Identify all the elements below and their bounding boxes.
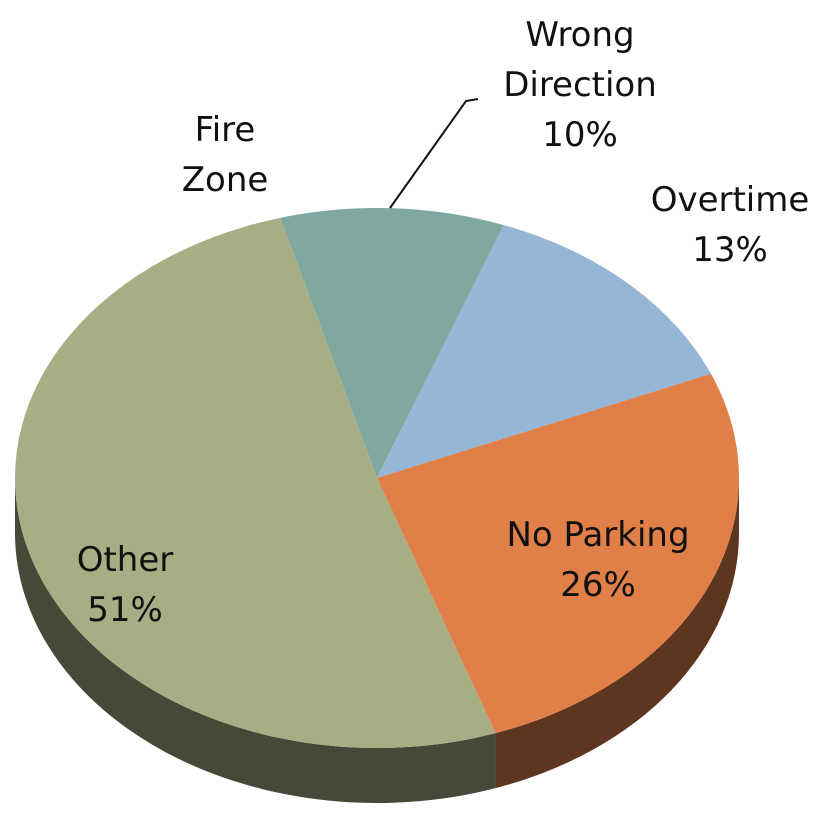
label-name: No Parking <box>506 515 690 555</box>
label-name: Overtime <box>650 180 810 220</box>
pie-sides <box>15 478 739 803</box>
slice-side <box>495 478 739 789</box>
slice <box>280 208 504 479</box>
label-value: 51% <box>87 590 163 630</box>
slice <box>377 225 711 478</box>
leader-line <box>389 98 479 209</box>
label-name: Wrong Direction <box>503 15 657 105</box>
label-value: 13% <box>692 230 768 270</box>
data-label: No Parking 26% <box>468 510 728 610</box>
label-name: Other <box>76 540 174 580</box>
data-label: Fire Zone <box>160 105 290 205</box>
label-value: 10% <box>542 115 618 155</box>
slice-side <box>15 478 496 803</box>
pie-tops <box>15 208 740 748</box>
slice <box>377 373 740 734</box>
data-label: Wrong Direction 10% <box>465 10 695 160</box>
slice <box>15 217 496 748</box>
data-label: Overtime 13% <box>620 175 832 275</box>
data-label: Other 51% <box>25 535 225 635</box>
label-name: Fire Zone <box>181 110 269 200</box>
label-value: 26% <box>560 565 636 605</box>
